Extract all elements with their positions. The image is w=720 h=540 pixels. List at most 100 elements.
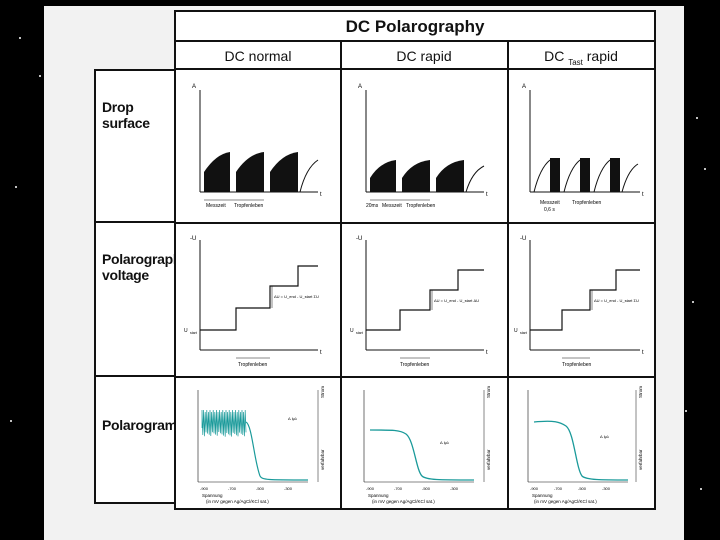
voltage-step-label: ΔU = U_end - U_start ΣU	[274, 294, 319, 299]
x-tick: -300	[450, 486, 459, 491]
drop-label: Messzeit	[206, 203, 226, 209]
axis-label-minus-u: -U	[356, 236, 362, 242]
drop-surface-segment	[436, 160, 464, 192]
drop-surface-segment	[204, 152, 230, 192]
x-tick: -900	[200, 486, 209, 491]
column-header-suffix: rapid	[582, 48, 618, 64]
drop-surface-segment	[610, 158, 620, 192]
polarogram-right-label: verfahrbar	[486, 449, 491, 470]
polarogram-delta-label: Δ Iμλ	[600, 434, 609, 439]
drop-label: Messzeit	[540, 200, 560, 206]
x-tick: -500	[422, 486, 431, 491]
axis-label-t: t	[486, 192, 488, 198]
x-tick: -700	[228, 486, 237, 491]
polarography-table: DC Polarography DC normal DC rapid DC Ta…	[174, 10, 656, 510]
star	[692, 301, 694, 303]
star	[704, 168, 706, 170]
drop-surface-dc-rapid: A t 20ms Messzeit Tropfenleben	[358, 84, 488, 209]
axis-label-t: t	[642, 350, 644, 356]
polarogram-right-label: Strom	[320, 386, 325, 398]
row-label-line: surface	[102, 115, 150, 131]
voltage-dc-tast-rapid: -U t U start ΔU = U_end - U_start ΣU Tro…	[514, 236, 644, 368]
column-divider	[507, 42, 509, 508]
voltage-staircase	[366, 269, 484, 331]
polarogram-dc-rapid: Strom verfahrbar Δ Iμλ -900 -700 -500 -3…	[363, 386, 491, 504]
polarogram-right-label: Strom	[486, 386, 491, 398]
polarogram-xlabel: Spannung	[202, 493, 223, 498]
polarogram-dc-tast-rapid: Strom verfahrbar Δ Iμλ -900 -700 -500 -3…	[527, 386, 643, 504]
u-start-subscript: start	[520, 331, 527, 335]
x-tick: -700	[554, 486, 563, 491]
drop-surface-segment	[580, 158, 590, 192]
voltage-staircase	[200, 265, 318, 331]
u-start-label: U	[350, 328, 354, 334]
drop-surface-segment	[270, 152, 298, 192]
row-divider	[176, 376, 654, 378]
column-header-label: DC rapid	[396, 48, 452, 64]
column-divider	[340, 42, 342, 508]
x-tick: -700	[394, 486, 403, 491]
axis-label-minus-u: -U	[520, 236, 526, 242]
polarogram-curve	[369, 429, 475, 481]
axis-label-a: A	[358, 84, 362, 90]
polarogram-xlabel: (in mV gegen Ag/AgCl/KCl sat.)	[534, 499, 597, 504]
polarogram-xlabel: Spannung	[532, 493, 553, 498]
drop-label: Tropfenleben	[406, 203, 435, 209]
row-divider	[176, 68, 654, 70]
row-label-polarogram: Polarogram	[102, 417, 177, 433]
x-tick: -300	[602, 486, 611, 491]
row-label-line: Drop	[102, 99, 134, 115]
voltage-dc-rapid: -U t U start ΔU = U_end - U_start ΔU Tro…	[350, 236, 488, 368]
u-start-label: U	[514, 328, 518, 334]
drop-surface-segment	[402, 160, 430, 192]
u-start-subscript: start	[356, 331, 363, 335]
star	[700, 488, 702, 490]
drop-surface-segment	[370, 160, 396, 192]
column-header-subscript: Tast	[568, 57, 583, 67]
drop-label: Tropfenleben	[572, 200, 601, 206]
star	[39, 75, 41, 77]
polarogram-curve	[533, 420, 629, 481]
drop-label: Tropfenleben	[234, 203, 263, 209]
polarogram-delta-label: Δ Iμλ	[440, 440, 449, 445]
polarogram-curve	[245, 421, 309, 481]
drop-surface-dc-normal: A t Messzeit Tropfenleben	[192, 84, 322, 209]
polarogram-dc-normal: Strom verfahrbar Δ Iμλ -900 -700 -500 -3…	[197, 386, 325, 504]
axis-label-a: A	[192, 84, 196, 90]
polarogram-right-label: verfahrbar	[320, 449, 325, 470]
polarogram-xlabel: (in mV gegen Ag/AgCl/KCl sat.)	[206, 499, 269, 504]
x-tick: -300	[284, 486, 293, 491]
star	[10, 420, 12, 422]
axis-label-t: t	[320, 350, 322, 356]
drop-surface-dc-tast-rapid: A t Messzeit 0,6 s Tropfenleben	[522, 84, 644, 213]
voltage-staircase	[530, 269, 640, 331]
row-label-line: Polarogram	[102, 417, 177, 433]
column-header-label: DC normal	[224, 48, 292, 64]
voltage-step-label: ΔU = U_end - U_start ΣU	[594, 298, 639, 303]
polarogram-delta-label: Δ Iμλ	[288, 416, 297, 421]
column-header-label: DC	[544, 48, 569, 64]
x-tick: -900	[366, 486, 375, 491]
column-header-dc-normal: DC normal	[176, 42, 340, 68]
u-start-label: U	[184, 328, 188, 334]
axis-label-minus-u: -U	[190, 236, 196, 242]
polarogram-xlabel: (in mV gegen Ag/AgCl/KCl sat.)	[372, 499, 435, 504]
polarogram-right-label: verfahrbar	[638, 449, 643, 470]
axis-label-a: A	[522, 84, 526, 90]
row-label-polarography-voltage: Polarography voltage	[102, 251, 189, 283]
oscillation-band	[201, 409, 247, 437]
drop-label: 20ms	[366, 203, 379, 209]
drop-label: Messzeit	[382, 203, 402, 209]
polarogram-right-label: Strom	[638, 386, 643, 398]
axis-label-t: t	[320, 192, 322, 198]
x-tick: -500	[578, 486, 587, 491]
voltage-dc-normal: -U t U start ΔU = U_end - U_start ΣU Tro…	[184, 236, 322, 368]
x-tick: -900	[530, 486, 539, 491]
x-tick: -500	[256, 486, 265, 491]
row-label-drop-surface: Drop surface	[102, 99, 150, 131]
axis-label-t: t	[486, 350, 488, 356]
star	[15, 186, 17, 188]
axis-label-t: t	[642, 192, 644, 198]
star	[696, 117, 698, 119]
polarogram-xlabel: Spannung	[368, 493, 389, 498]
